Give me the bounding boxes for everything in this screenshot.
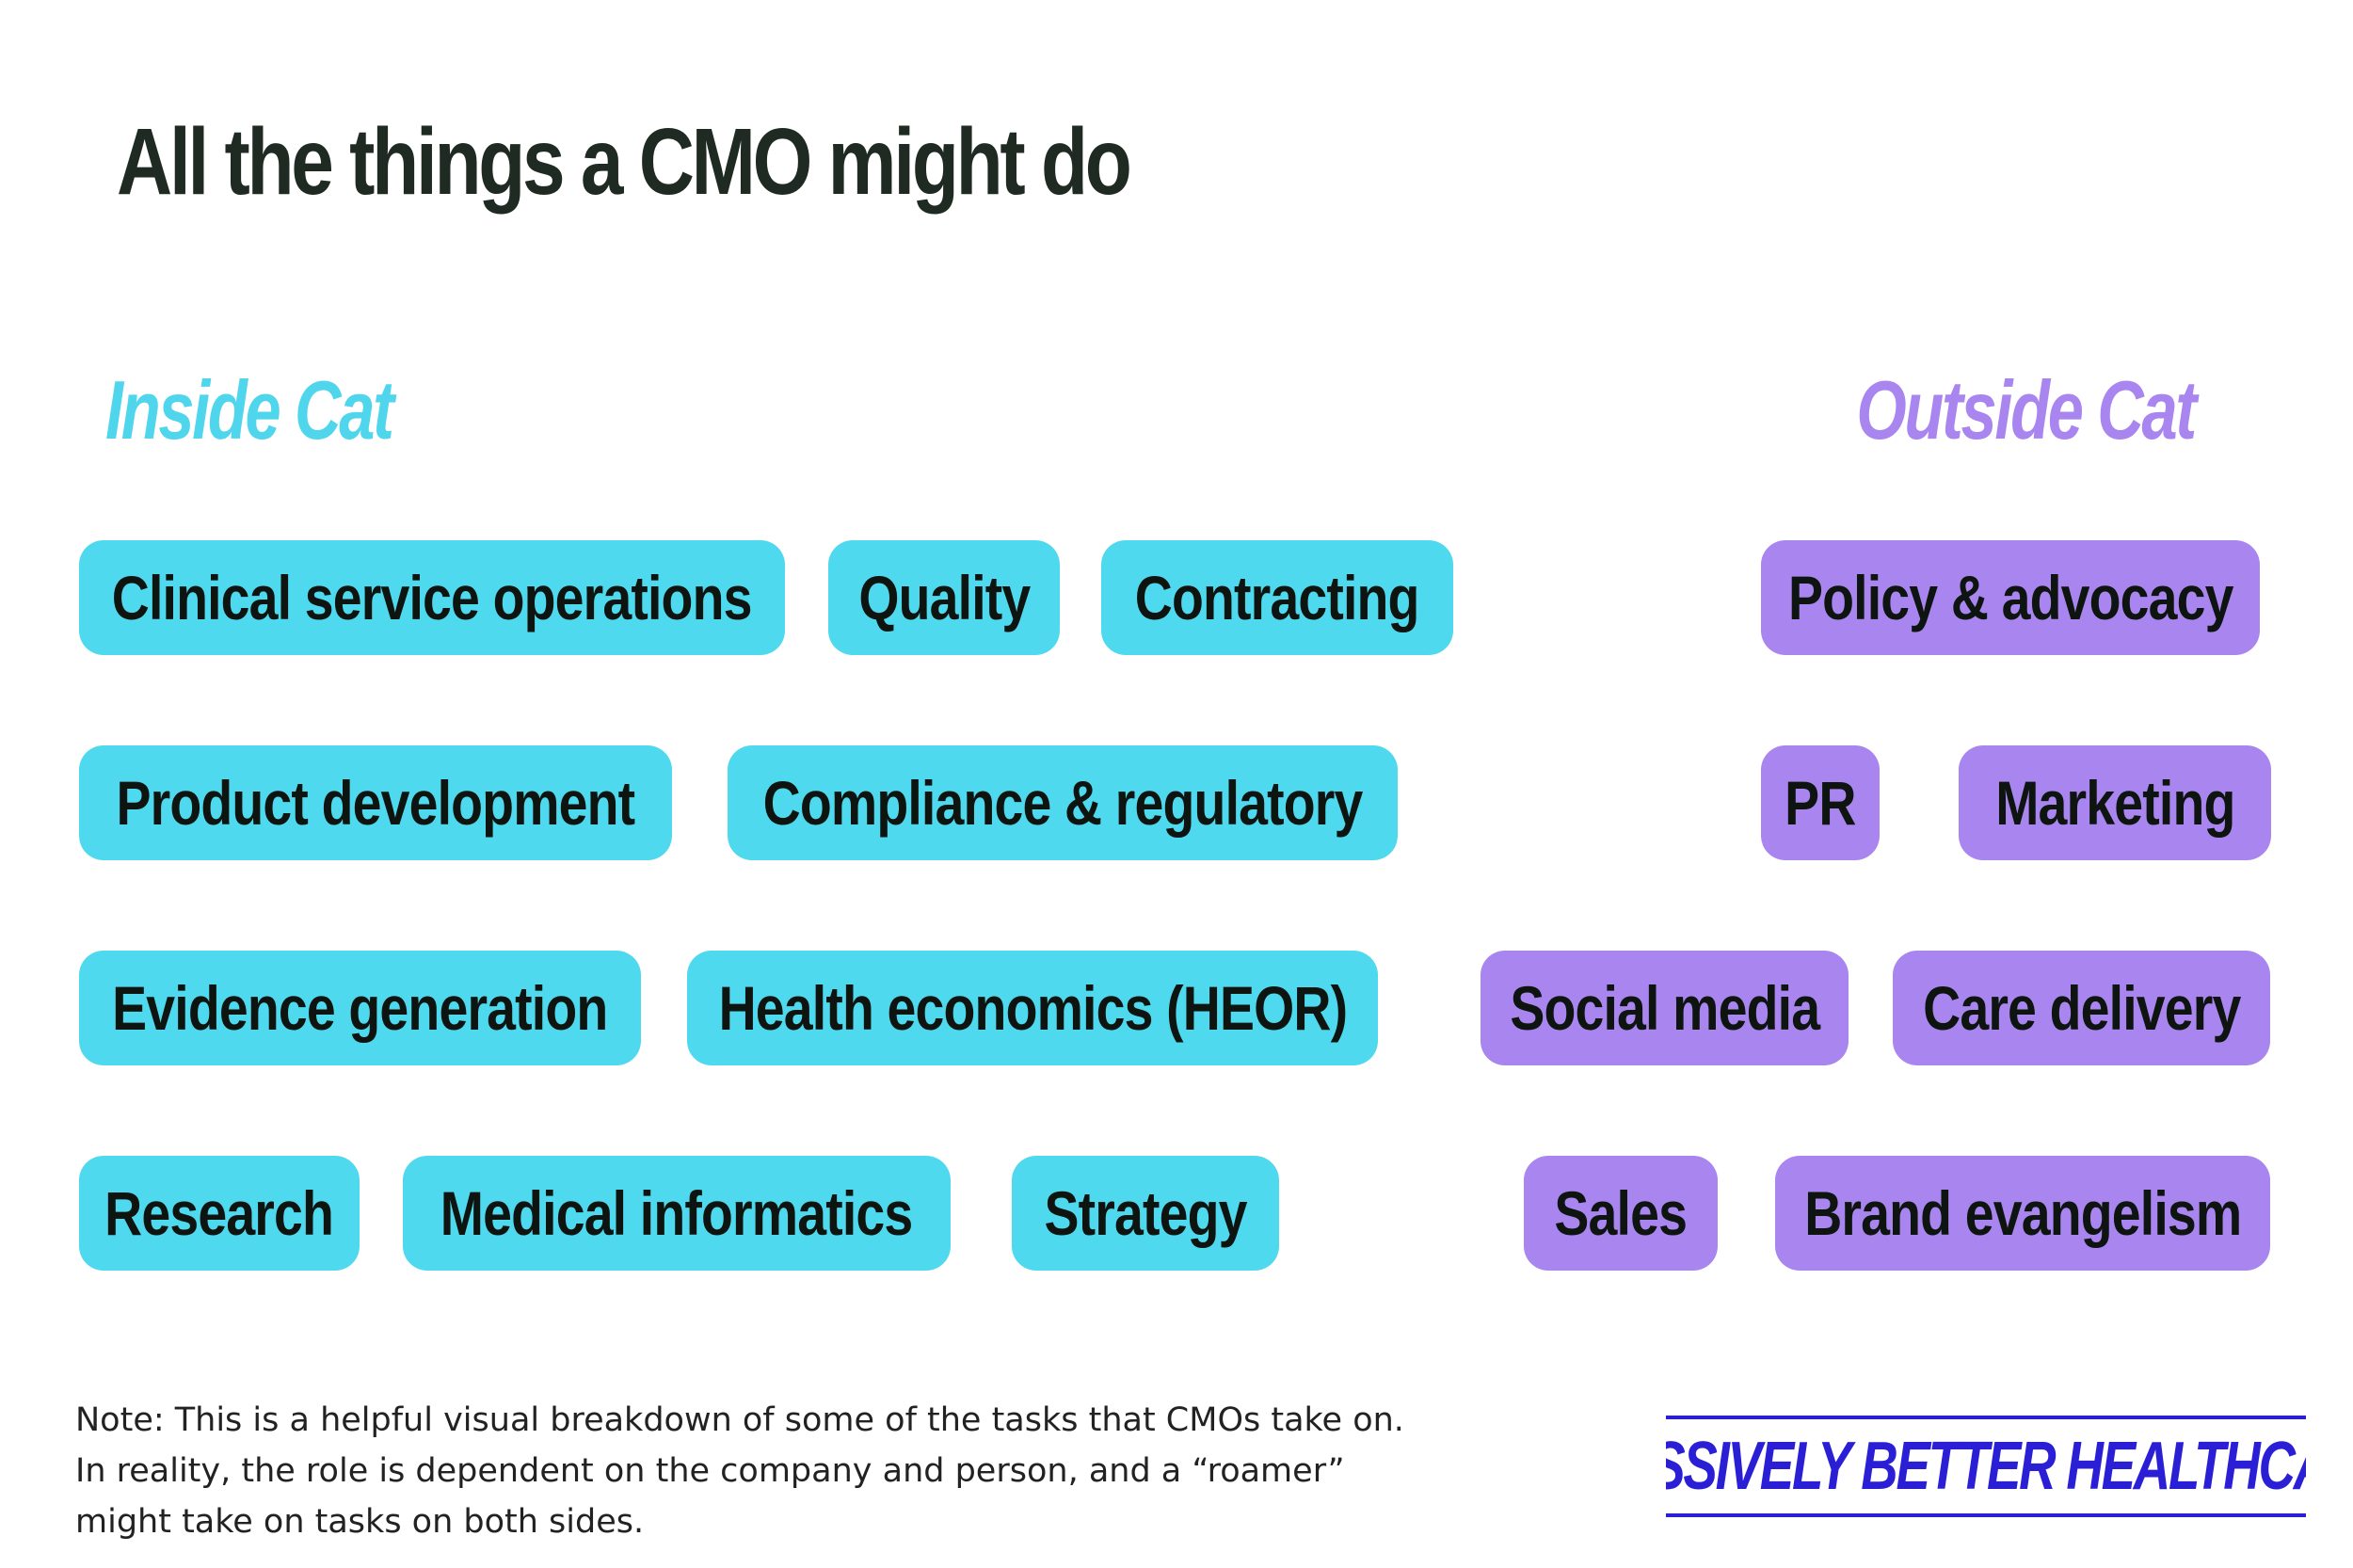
task-label: Evidence generation [112,973,608,1043]
task-label: PR [1785,768,1856,838]
task-label: Policy & advocacy [1787,563,2233,632]
task-label: Care delivery [1922,973,2241,1043]
brand-logo-text: MASSIVELY BETTER HEALTHCARE [1666,1429,2306,1504]
footnote-line: In reality, the role is dependent on the… [75,1452,1345,1490]
task-label: Product development [116,768,636,838]
outside-cat-label: Outside Cat [1856,363,2198,456]
task-label: Contracting [1135,563,1420,632]
task-label: Quality [857,563,1031,632]
task-label: Clinical service operations [112,563,753,632]
outside-task-pill: Care delivery [1893,951,2270,1065]
task-label: Social media [1510,973,1820,1043]
inside-task-pill: Quality [828,540,1060,655]
inside-task-pill: Evidence generation [79,951,641,1065]
inside-task-pill: Research [79,1156,360,1271]
inside-task-pill: Clinical service operations [79,540,785,655]
footnote-line: Note: This is a helpful visual breakdown… [75,1401,1404,1439]
outside-task-pill: Marketing [1959,745,2271,860]
task-label: Compliance & regulatory [762,768,1364,838]
footnote: Note: This is a helpful visual breakdown… [75,1395,1600,1547]
task-label: Strategy [1044,1178,1247,1248]
task-label: Sales [1554,1178,1689,1248]
outside-task-pill: Brand evangelism [1775,1156,2270,1271]
task-label: Research [104,1178,335,1248]
inside-task-pill: Health economics (HEOR) [687,951,1378,1065]
outside-task-pill: Social media [1481,951,1849,1065]
inside-task-pill: Compliance & regulatory [728,745,1398,860]
footnote-line: might take on tasks on both sides. [75,1503,645,1541]
outside-task-pill: Policy & advocacy [1761,540,2260,655]
outside-task-pill: PR [1761,745,1880,860]
task-label: Marketing [1994,768,2235,838]
inside-task-pill: Contracting [1101,540,1453,655]
outside-task-pill: Sales [1524,1156,1718,1271]
inside-task-pill: Product development [79,745,672,860]
task-label: Health economics (HEOR) [718,973,1347,1043]
task-label: Brand evangelism [1803,1178,2242,1248]
task-label: Medical informatics [440,1178,913,1248]
inside-task-pill: Strategy [1012,1156,1279,1271]
brand-logo: MASSIVELY BETTER HEALTHCARE [1666,1416,2306,1517]
page-title: All the things a CMO might do [117,109,1132,215]
inside-cat-label: Inside Cat [105,363,394,456]
inside-task-pill: Medical informatics [403,1156,951,1271]
